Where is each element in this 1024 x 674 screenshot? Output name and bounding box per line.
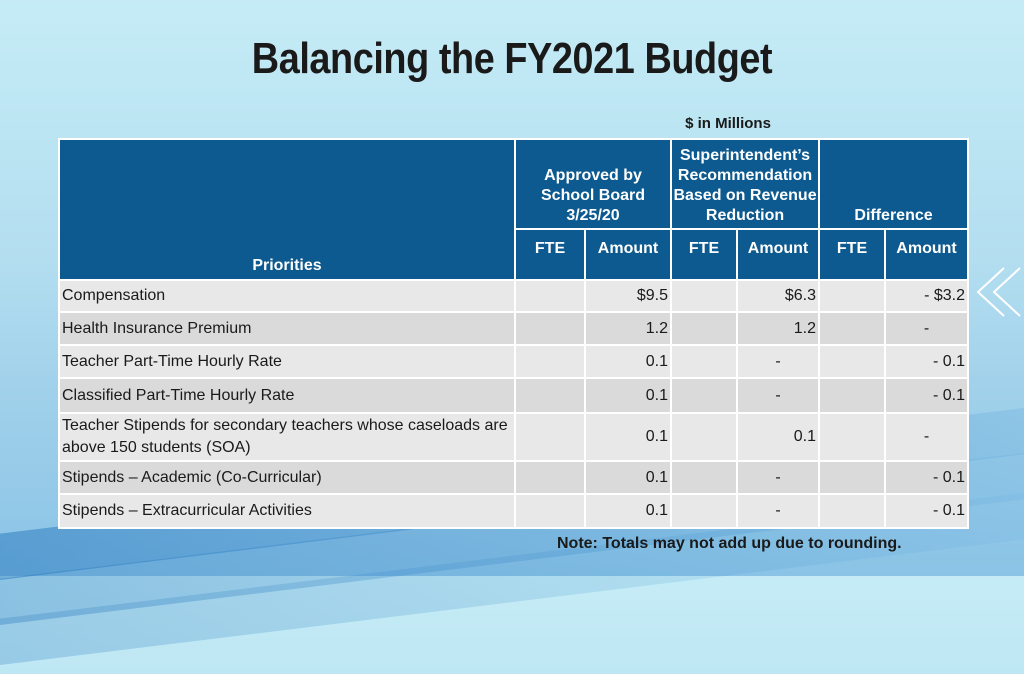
- cell-approved-amount: 0.1: [583, 493, 673, 529]
- cell-diff-fte: [818, 460, 887, 495]
- rounding-note: Note: Totals may not add up due to round…: [557, 535, 902, 552]
- cell-diff-amount: -: [884, 311, 970, 346]
- table-row: Classified Part-Time Hourly Rate 0.1 - -…: [58, 377, 970, 414]
- row-label: Stipends – Extracurricular Activities: [58, 493, 516, 529]
- col-header-fte: FTE: [818, 228, 887, 281]
- table-row: Stipends – Academic (Co-Curricular) 0.1 …: [58, 460, 970, 495]
- cell-approved-amount: 1.2: [583, 311, 673, 346]
- col-header-amount: Amount: [583, 228, 673, 281]
- row-label: Teacher Stipends for secondary teachers …: [58, 412, 516, 462]
- chevron-decoration-icon: [976, 267, 1021, 317]
- cell-diff-fte: [818, 311, 887, 346]
- cell-super-fte: [670, 311, 739, 346]
- cell-diff-amount: - 0.1: [884, 460, 970, 495]
- cell-super-amount: -: [736, 493, 821, 529]
- row-label: Health Insurance Premium: [58, 311, 516, 346]
- col-header-amount: Amount: [736, 228, 821, 281]
- cell-approved-amount: 0.1: [583, 377, 673, 414]
- cell-super-fte: [670, 460, 739, 495]
- cell-super-amount: 0.1: [736, 412, 821, 462]
- table-row: Stipends – Extracurricular Activities 0.…: [58, 493, 970, 529]
- cell-super-fte: [670, 493, 739, 529]
- superintendent-header: Superintendent’s Recommendation Based on…: [670, 138, 821, 230]
- cell-approved-fte: [514, 493, 586, 529]
- cell-approved-amount: 0.1: [583, 460, 673, 495]
- cell-approved-fte: [514, 412, 586, 462]
- cell-super-fte: [670, 344, 739, 379]
- cell-super-fte: [670, 377, 739, 414]
- table-row: Health Insurance Premium 1.2 1.2 -: [58, 311, 970, 346]
- cell-super-amount: -: [736, 344, 821, 379]
- units-label: $ in Millions: [685, 115, 771, 132]
- cell-super-amount: -: [736, 377, 821, 414]
- cell-super-fte: [670, 412, 739, 462]
- approved-header: Approved by School Board 3/25/20: [513, 138, 673, 230]
- cell-diff-fte: [818, 493, 887, 529]
- cell-diff-fte: [818, 344, 887, 379]
- row-label: Stipends – Academic (Co-Curricular): [58, 460, 516, 495]
- row-label: Compensation: [58, 279, 516, 313]
- col-header-amount: Amount: [884, 228, 970, 281]
- table-row: Teacher Stipends for secondary teachers …: [58, 412, 970, 462]
- page-title: Balancing the FY2021 Budget: [251, 34, 773, 83]
- cell-approved-fte: [514, 311, 586, 346]
- col-header-fte: FTE: [670, 228, 739, 281]
- table-row: Teacher Part-Time Hourly Rate 0.1 - - 0.…: [58, 344, 970, 379]
- cell-approved-fte: [514, 279, 586, 313]
- cell-super-amount: 1.2: [736, 311, 821, 346]
- cell-approved-amount: $9.5: [583, 279, 673, 313]
- cell-diff-amount: - 0.1: [884, 344, 970, 379]
- cell-diff-fte: [818, 412, 887, 462]
- cell-diff-fte: [818, 279, 887, 313]
- cell-diff-fte: [818, 377, 887, 414]
- table-row: Compensation $9.5 $6.3 - $3.2: [58, 279, 970, 313]
- cell-diff-amount: - $3.2: [884, 279, 970, 313]
- cell-super-amount: $6.3: [736, 279, 821, 313]
- cell-approved-fte: [514, 377, 586, 414]
- difference-header: Difference: [818, 138, 970, 230]
- cell-diff-amount: -: [884, 412, 970, 462]
- row-label: Classified Part-Time Hourly Rate: [58, 377, 516, 414]
- col-header-fte: FTE: [514, 228, 586, 281]
- priorities-header: Priorities: [58, 138, 516, 281]
- cell-approved-fte: [514, 460, 586, 495]
- cell-super-fte: [670, 279, 739, 313]
- cell-diff-amount: - 0.1: [884, 377, 970, 414]
- cell-diff-amount: - 0.1: [884, 493, 970, 529]
- budget-table: Priorities Approved by School Board 3/25…: [58, 138, 970, 529]
- cell-approved-amount: 0.1: [583, 344, 673, 379]
- cell-super-amount: -: [736, 460, 821, 495]
- row-label: Teacher Part-Time Hourly Rate: [58, 344, 516, 379]
- cell-approved-fte: [514, 344, 586, 379]
- cell-approved-amount: 0.1: [583, 412, 673, 462]
